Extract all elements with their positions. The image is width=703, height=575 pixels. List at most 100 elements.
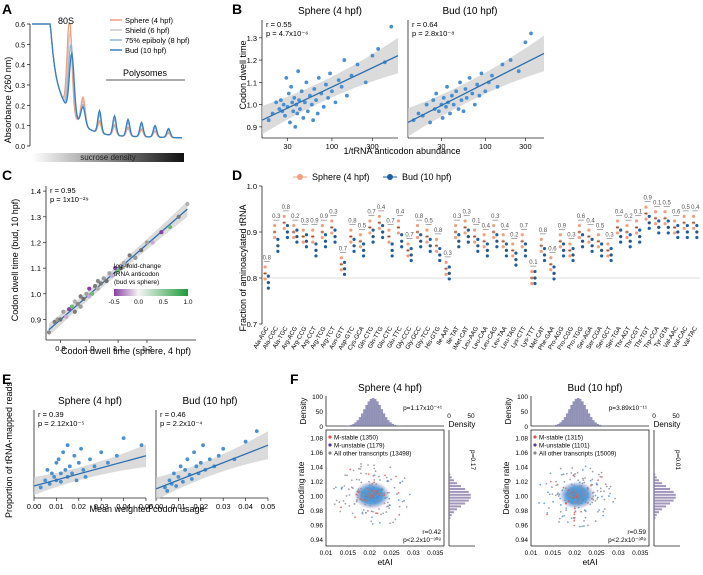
bud-point [314, 254, 318, 258]
transcript-point [561, 489, 564, 492]
legend-label: Shield (6 hpf) [125, 26, 170, 35]
transcript-point [401, 480, 404, 483]
transcript-point [576, 491, 579, 493]
data-point [288, 120, 292, 125]
p-value-label: 0.3 [272, 214, 281, 220]
bud-point [685, 223, 689, 228]
transcript-point [360, 472, 362, 475]
transcript-point [563, 514, 566, 517]
transcript-point [370, 520, 373, 523]
sphere-point [482, 245, 486, 249]
legend-dot [328, 443, 332, 447]
transcript-point [372, 510, 374, 513]
transcript-point [358, 478, 361, 481]
transcript-point [577, 486, 579, 489]
ytick-label: 0.94 [310, 537, 323, 544]
transcript-point [570, 483, 573, 486]
sphere-point [530, 269, 534, 274]
transcript-point [543, 502, 546, 505]
transcript-point [370, 494, 373, 497]
transcript-point [386, 496, 388, 499]
transcript-point [584, 498, 587, 501]
transcript-point [591, 470, 594, 473]
transcript-point [583, 494, 586, 497]
ytick-label: 0.5 [15, 42, 25, 49]
transcript-point [390, 478, 392, 481]
sphere-point [406, 254, 410, 258]
legend-dot [533, 443, 537, 447]
transcript-point [354, 516, 356, 519]
xtick-label: 0.015 [340, 550, 357, 557]
correlation-p: p = 1x10⁻²⁹ [50, 195, 89, 204]
bud-point [276, 249, 280, 253]
transcript-point [361, 495, 364, 498]
panel-c-label: C [2, 167, 12, 183]
xtick-label: 0.025 [383, 550, 400, 557]
density-bar [371, 398, 375, 426]
sphere-point [311, 228, 315, 232]
bud-point [381, 235, 385, 240]
regression-line [155, 444, 269, 490]
data-point [116, 268, 121, 273]
sphere-point [653, 210, 658, 214]
transcript-point [373, 467, 376, 470]
data-point [121, 260, 126, 266]
transcript-point [573, 513, 576, 516]
transcript-point [605, 485, 608, 488]
transcript-point [604, 483, 607, 486]
data-point [95, 286, 101, 291]
transcript-point [581, 482, 584, 485]
bud-point [561, 242, 566, 246]
xtick-label: 0.02 [568, 550, 581, 557]
p-value-label: 0.3 [329, 210, 338, 216]
data-point [90, 291, 95, 296]
density-bar-side [449, 511, 454, 514]
density-bar-side [654, 517, 656, 519]
correlation-p: p = 4.7x10⁻⁶ [266, 29, 308, 38]
density-bar-side [449, 482, 458, 485]
bud-point [390, 242, 394, 246]
bud-point [438, 246, 442, 251]
sphere-point [387, 240, 391, 244]
sphere-point [672, 231, 677, 235]
transcript-point [359, 498, 362, 500]
data-point [454, 89, 459, 94]
panel-a-legend: Sphere (4 hpf)Shield (6 hpf)75% epiboly … [110, 16, 190, 55]
panel-c-ylabel: Codon dwell time (bud, 10 hpf) [10, 199, 20, 322]
correlation-r: r = 0.46 [160, 410, 186, 419]
transcript-point [350, 479, 353, 482]
bud-point [476, 249, 480, 253]
transcript-point [539, 483, 542, 486]
transcript-point [372, 474, 375, 477]
transcript-point [587, 496, 590, 499]
transcript-point [573, 495, 576, 497]
density-bar-side [449, 485, 462, 488]
data-point [81, 467, 86, 472]
transcript-point [401, 500, 404, 503]
transcript-point [581, 468, 584, 471]
transcript-point [573, 511, 576, 514]
data-point [38, 485, 43, 490]
ytick-label: 0.96 [515, 522, 528, 529]
xtick-label: 1.1 [113, 344, 123, 353]
transcript-point [394, 518, 397, 521]
transcript-point [581, 487, 584, 490]
density-bar [557, 423, 560, 426]
transcript-point [582, 479, 585, 482]
data-point [69, 304, 75, 309]
transcript-point [368, 498, 371, 501]
transcript-point [340, 506, 342, 509]
transcript-point [576, 489, 579, 492]
transcript-point [368, 484, 371, 486]
sphere-point [615, 219, 620, 223]
transcript-point [373, 494, 376, 496]
transcript-point [594, 499, 597, 502]
density-bar [594, 422, 597, 426]
transcript-point [571, 493, 574, 496]
data-point [167, 224, 173, 230]
transcript-point [367, 509, 369, 512]
data-point [66, 307, 72, 312]
data-point [124, 263, 129, 268]
data-point [50, 471, 54, 476]
ytick-label: 0.9 [247, 228, 257, 237]
